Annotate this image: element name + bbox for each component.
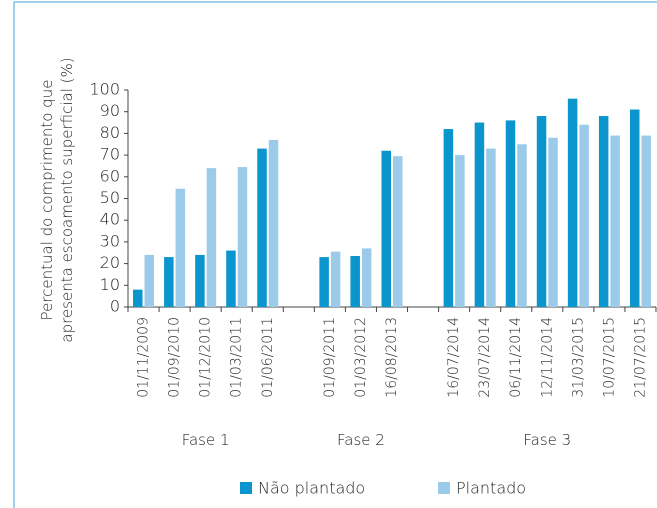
bar — [443, 129, 454, 307]
y-tick-label: 70 — [100, 145, 120, 164]
x-tick-label: 16/08/2013 — [384, 317, 400, 398]
y-tick-label: 40 — [100, 210, 120, 229]
bar — [598, 116, 609, 307]
bar — [455, 155, 465, 307]
bar — [629, 109, 640, 307]
x-tick-label-group: 01/11/2009 — [136, 317, 152, 398]
x-tick-label-group: 23/07/2014 — [477, 317, 493, 398]
y-axis-label: Percentual do comprimento que apresenta … — [38, 57, 76, 342]
bar — [393, 156, 403, 307]
x-tick-label: 12/11/2014 — [539, 317, 555, 398]
x-tick-label: 31/03/2015 — [570, 317, 586, 398]
x-tick-label-group: 31/03/2015 — [570, 317, 586, 398]
bar — [226, 250, 236, 307]
bar — [330, 251, 341, 307]
x-tick-label-group: 16/08/2013 — [384, 317, 400, 398]
x-tick-label: 01/09/2011 — [322, 317, 338, 398]
x-tick-label: 21/07/2015 — [632, 317, 648, 398]
x-tick-label: 01/03/2011 — [229, 317, 245, 398]
bar — [361, 248, 372, 307]
x-tick-label: 01/06/2011 — [260, 317, 276, 398]
bar — [237, 167, 248, 307]
bar — [319, 257, 329, 307]
x-tick-label: 10/07/2015 — [601, 317, 617, 398]
bar — [536, 116, 547, 307]
y-tick-label: 0 — [110, 297, 120, 316]
group-label: Fase 2 — [337, 431, 385, 449]
y-tick-label: 10 — [100, 275, 120, 294]
bar — [133, 289, 143, 307]
bar — [486, 148, 496, 307]
x-tick-label: 06/11/2014 — [508, 317, 524, 398]
x-tick-label-group: 16/07/2014 — [446, 317, 462, 398]
bar — [195, 254, 205, 307]
y-tick-label: 30 — [100, 231, 120, 250]
y-tick-label: 100 — [89, 80, 120, 99]
x-tick-label: 01/03/2012 — [353, 317, 369, 398]
x-tick-label-group: 01/06/2011 — [260, 317, 276, 398]
x-tick-label-group: 10/07/2015 — [601, 317, 617, 398]
y-tick-label: 50 — [100, 188, 120, 207]
x-tick-label: 16/07/2014 — [446, 317, 462, 398]
bar — [517, 144, 527, 307]
x-tick-label: 23/07/2014 — [477, 317, 493, 398]
bar — [268, 139, 279, 307]
x-tick-label-group: 21/07/2015 — [632, 317, 648, 398]
x-tick-label-group: 01/03/2012 — [353, 317, 369, 398]
y-tick-label: 60 — [100, 166, 120, 185]
bar — [350, 256, 360, 307]
x-tick-label: 01/09/2010 — [167, 317, 183, 398]
x-tick-label: 01/11/2009 — [136, 317, 152, 398]
bar — [164, 257, 174, 307]
bar — [610, 135, 620, 307]
x-tick-label-group: 01/03/2011 — [229, 317, 245, 398]
bar — [579, 124, 589, 307]
bar — [641, 135, 651, 307]
bar — [474, 122, 485, 307]
y-tick-label: 90 — [100, 101, 120, 120]
bar — [548, 137, 558, 307]
bar — [144, 254, 155, 307]
x-tick-label-group: 01/09/2010 — [167, 317, 183, 398]
group-label: Fase 1 — [182, 431, 230, 449]
bar — [381, 150, 391, 307]
y-tick-label: 80 — [100, 123, 120, 142]
bar — [567, 98, 578, 308]
legend-label: Plantado — [456, 479, 526, 498]
bar — [505, 120, 516, 307]
bar — [257, 148, 267, 307]
legend-swatch — [438, 482, 450, 494]
y-label-line: apresenta escoamento superficial (%) — [58, 57, 76, 342]
x-tick-label: 01/12/2010 — [198, 317, 214, 398]
y-label-line: Percentual do comprimento que — [38, 80, 56, 321]
bar — [206, 168, 217, 307]
legend-label: Não plantado — [258, 479, 365, 498]
y-tick-label: 20 — [100, 253, 120, 272]
legend-swatch — [240, 482, 252, 494]
x-tick-label-group: 12/11/2014 — [539, 317, 555, 398]
bar — [175, 188, 186, 307]
group-label: Fase 3 — [523, 431, 571, 449]
x-tick-label-group: 01/09/2011 — [322, 317, 338, 398]
x-tick-label-group: 01/12/2010 — [198, 317, 214, 398]
x-tick-label-group: 06/11/2014 — [508, 317, 524, 398]
